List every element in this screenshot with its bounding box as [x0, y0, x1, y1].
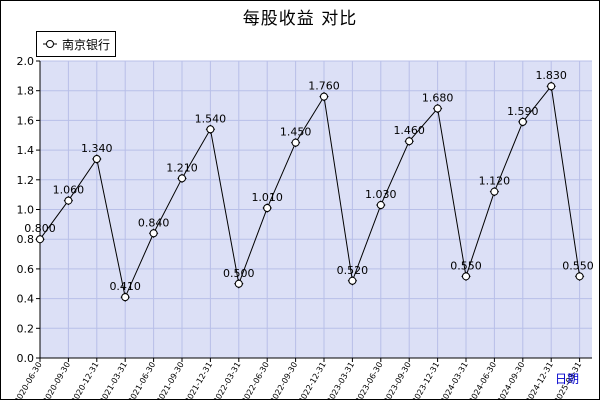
y-tick-label: 0.0	[17, 352, 35, 365]
data-point	[178, 174, 186, 183]
y-tick-label: 0.8	[17, 233, 35, 246]
data-label: 1.210	[166, 161, 198, 174]
y-tick-label: 1.8	[17, 85, 35, 98]
legend-marker	[43, 40, 57, 48]
x-tick-label: 2024-12-31	[524, 361, 555, 400]
data-point	[92, 155, 101, 164]
data-label: 0.500	[223, 267, 255, 280]
x-axis-title: 日期	[555, 372, 579, 386]
data-label: 0.410	[109, 280, 141, 293]
data-label: 0.520	[337, 264, 369, 277]
data-point	[234, 279, 243, 288]
data-point	[490, 187, 499, 196]
y-tick-label: 0.4	[17, 293, 35, 306]
data-label: 1.340	[81, 142, 113, 155]
data-label: 1.590	[507, 105, 539, 118]
legend: 南京银行	[36, 31, 116, 57]
data-label: 1.010	[251, 191, 283, 204]
x-tick-label: 2020-12-31	[69, 361, 100, 400]
data-point	[206, 125, 215, 134]
x-tick-label: 2021-09-30	[155, 361, 186, 400]
data-point	[547, 82, 556, 91]
x-tick-label: 2021-06-30	[126, 361, 157, 400]
data-label: 1.540	[195, 112, 227, 125]
data-point	[64, 196, 73, 205]
data-point	[462, 272, 470, 281]
data-label: 1.060	[53, 184, 85, 197]
data-label: 0.550	[562, 259, 594, 272]
data-point	[291, 138, 300, 147]
data-point	[433, 104, 442, 113]
data-labels: 0.800 1.060 1.340 0.410 0.840 1.210 1.540 0.500…	[24, 69, 594, 293]
y-tick-label: 1.4	[17, 144, 35, 157]
x-tick-label: 2021-12-31	[183, 361, 214, 400]
series-line	[39, 85, 581, 299]
x-tick-label: 2022-12-31	[297, 361, 328, 400]
data-point	[575, 272, 584, 281]
x-tick-label: 2020-06-30	[13, 361, 44, 400]
y-tick-label: 1.6	[17, 114, 35, 127]
data-label: 1.460	[393, 124, 425, 137]
x-tick-label: 2020-09-30	[41, 361, 72, 400]
x-tick-label: 2024-06-30	[467, 361, 498, 400]
legend-label: 南京银行	[62, 38, 111, 52]
data-point	[263, 204, 272, 213]
x-tick-label: 2022-09-30	[268, 361, 299, 400]
y-tick-label: 1.0	[17, 204, 35, 217]
data-point	[376, 201, 385, 210]
y-tick-label: 2.0	[17, 55, 35, 68]
data-label: 0.550	[450, 259, 482, 272]
x-tick-label: 2022-06-30	[240, 361, 271, 400]
data-point	[121, 293, 130, 302]
x-tick-label: 2023-09-30	[382, 361, 413, 400]
x-tick-label: 2024-09-30	[495, 361, 526, 400]
data-label: 0.840	[138, 216, 170, 229]
x-tick-label: 2024-03-31	[439, 361, 470, 400]
data-label: 1.120	[479, 175, 511, 188]
x-tick-label: 2022-03-31	[211, 361, 242, 400]
x-tick-label: 2023-12-31	[410, 361, 441, 400]
data-label: 1.450	[280, 126, 312, 139]
x-tick-label: 2021-03-31	[98, 361, 129, 400]
data-label: 1.830	[535, 69, 567, 82]
y-tick-label: 1.2	[17, 174, 35, 187]
data-point	[518, 117, 527, 126]
data-point	[405, 137, 414, 146]
data-label: 1.760	[308, 80, 340, 93]
grid-lines	[39, 60, 592, 359]
data-label: 1.680	[422, 92, 454, 105]
data-point	[320, 92, 328, 101]
data-point	[348, 276, 357, 285]
data-point	[149, 229, 158, 238]
y-tick-label: 0.6	[17, 263, 35, 276]
data-label: 1.030	[365, 188, 397, 201]
x-tick-label: 2023-03-31	[325, 361, 356, 400]
series-line-group	[35, 81, 585, 302]
y-tick-label: 0.2	[17, 322, 35, 335]
x-tick-label: 2023-06-30	[353, 361, 384, 400]
data-label: 0.800	[24, 222, 56, 235]
chart-title: 每股收益 对比	[242, 9, 358, 29]
data-point	[36, 235, 44, 244]
